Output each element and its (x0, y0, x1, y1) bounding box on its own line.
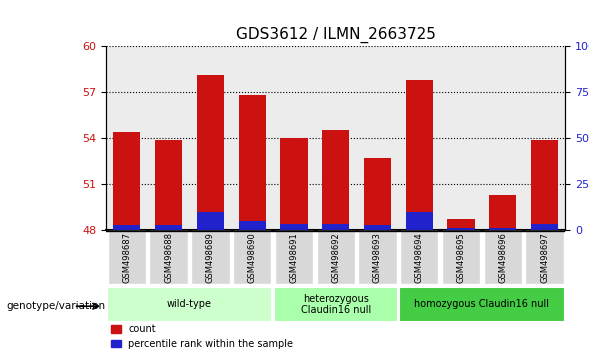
FancyBboxPatch shape (107, 286, 272, 322)
Bar (239, 95, 266, 230)
Bar (364, 225, 391, 230)
Text: GSM498697: GSM498697 (540, 232, 549, 283)
Text: GSM498690: GSM498690 (248, 232, 257, 283)
Bar (406, 212, 433, 230)
FancyBboxPatch shape (191, 231, 230, 284)
Bar (531, 224, 558, 230)
Bar (155, 139, 182, 230)
FancyBboxPatch shape (274, 286, 398, 322)
Text: GSM498694: GSM498694 (415, 232, 423, 283)
Text: GSM498692: GSM498692 (331, 232, 340, 283)
Text: heterozygous
Claudin16 null: heterozygous Claudin16 null (300, 293, 371, 315)
Bar (489, 195, 517, 230)
Text: GSM498695: GSM498695 (456, 232, 465, 283)
FancyBboxPatch shape (150, 231, 188, 284)
Bar (482, 46, 524, 230)
Bar (155, 225, 182, 230)
Bar (113, 225, 141, 230)
Bar (356, 46, 398, 230)
Bar (280, 138, 307, 230)
FancyBboxPatch shape (400, 231, 438, 284)
Bar (448, 219, 475, 230)
Title: GDS3612 / ILMN_2663725: GDS3612 / ILMN_2663725 (236, 27, 436, 43)
Bar (531, 139, 558, 230)
Bar (448, 228, 475, 230)
Bar (231, 46, 273, 230)
Text: GSM498691: GSM498691 (289, 232, 299, 283)
Bar (197, 212, 224, 230)
FancyBboxPatch shape (442, 231, 480, 284)
Bar (197, 75, 224, 230)
Bar (273, 46, 315, 230)
Bar (280, 224, 307, 230)
Text: GSM498687: GSM498687 (123, 232, 131, 283)
Bar (322, 130, 349, 230)
Bar (364, 158, 391, 230)
Legend: count, percentile rank within the sample: count, percentile rank within the sample (111, 324, 293, 349)
Bar (322, 224, 349, 230)
Bar (440, 46, 482, 230)
FancyBboxPatch shape (316, 231, 355, 284)
Bar (524, 46, 565, 230)
FancyBboxPatch shape (484, 231, 522, 284)
FancyBboxPatch shape (358, 231, 397, 284)
Text: homozygous Claudin16 null: homozygous Claudin16 null (415, 299, 550, 309)
FancyBboxPatch shape (233, 231, 272, 284)
Bar (148, 46, 190, 230)
Text: genotype/variation: genotype/variation (6, 301, 105, 311)
FancyBboxPatch shape (399, 286, 565, 322)
Bar (315, 46, 356, 230)
Text: GSM498696: GSM498696 (498, 232, 507, 283)
Text: wild-type: wild-type (167, 299, 212, 309)
Text: GSM498689: GSM498689 (206, 232, 215, 283)
Bar (190, 46, 231, 230)
Bar (113, 132, 141, 230)
Bar (239, 221, 266, 230)
Text: GSM498693: GSM498693 (373, 232, 382, 283)
FancyBboxPatch shape (525, 231, 564, 284)
Bar (398, 46, 440, 230)
Bar (106, 46, 148, 230)
FancyBboxPatch shape (274, 231, 313, 284)
Text: GSM498688: GSM498688 (164, 232, 173, 283)
FancyBboxPatch shape (108, 231, 146, 284)
Bar (406, 80, 433, 230)
Bar (489, 228, 517, 230)
